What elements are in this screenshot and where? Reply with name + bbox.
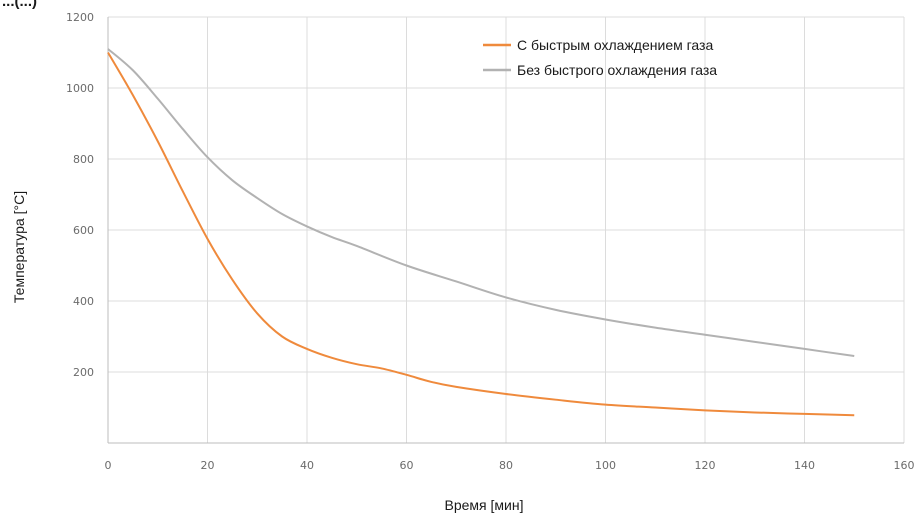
x-axis-title: Время [мин] bbox=[445, 497, 524, 513]
x-tick-label: 40 bbox=[300, 459, 314, 472]
legend-label-1: Без быстрого охлаждения газа bbox=[517, 62, 717, 78]
y-tick-label: 600 bbox=[73, 224, 94, 237]
x-tick-label: 0 bbox=[105, 459, 112, 472]
x-tick-label: 20 bbox=[201, 459, 215, 472]
y-tick-label: 200 bbox=[73, 366, 94, 379]
series-line-0 bbox=[107, 51, 855, 417]
x-tick-labels: 0 20 40 60 80 100 120 140 160 bbox=[105, 459, 915, 472]
series-layer bbox=[107, 48, 855, 417]
y-tick-labels: 200 400 600 800 1000 1200 bbox=[66, 11, 94, 379]
y-tick-label: 1200 bbox=[66, 11, 94, 24]
y-tick-label: 1000 bbox=[66, 82, 94, 95]
y-tick-label: 800 bbox=[73, 153, 94, 166]
series-line-1 bbox=[107, 48, 855, 358]
x-tick-label: 60 bbox=[400, 459, 414, 472]
y-tick-label: 400 bbox=[73, 295, 94, 308]
y-axis-title: Температура [°C] bbox=[11, 191, 27, 303]
x-tick-label: 100 bbox=[595, 459, 616, 472]
cut-off-title: ...(...) bbox=[2, 0, 37, 10]
legend: С быстрым охлаждением газа Без быстрого о… bbox=[483, 37, 717, 78]
axes bbox=[107, 17, 904, 444]
legend-label-0: С быстрым охлаждением газа bbox=[517, 37, 713, 53]
x-tick-label: 120 bbox=[695, 459, 716, 472]
grid bbox=[108, 16, 905, 443]
x-tick-label: 80 bbox=[499, 459, 513, 472]
x-tick-label: 160 bbox=[894, 459, 915, 472]
x-tick-label: 140 bbox=[794, 459, 815, 472]
